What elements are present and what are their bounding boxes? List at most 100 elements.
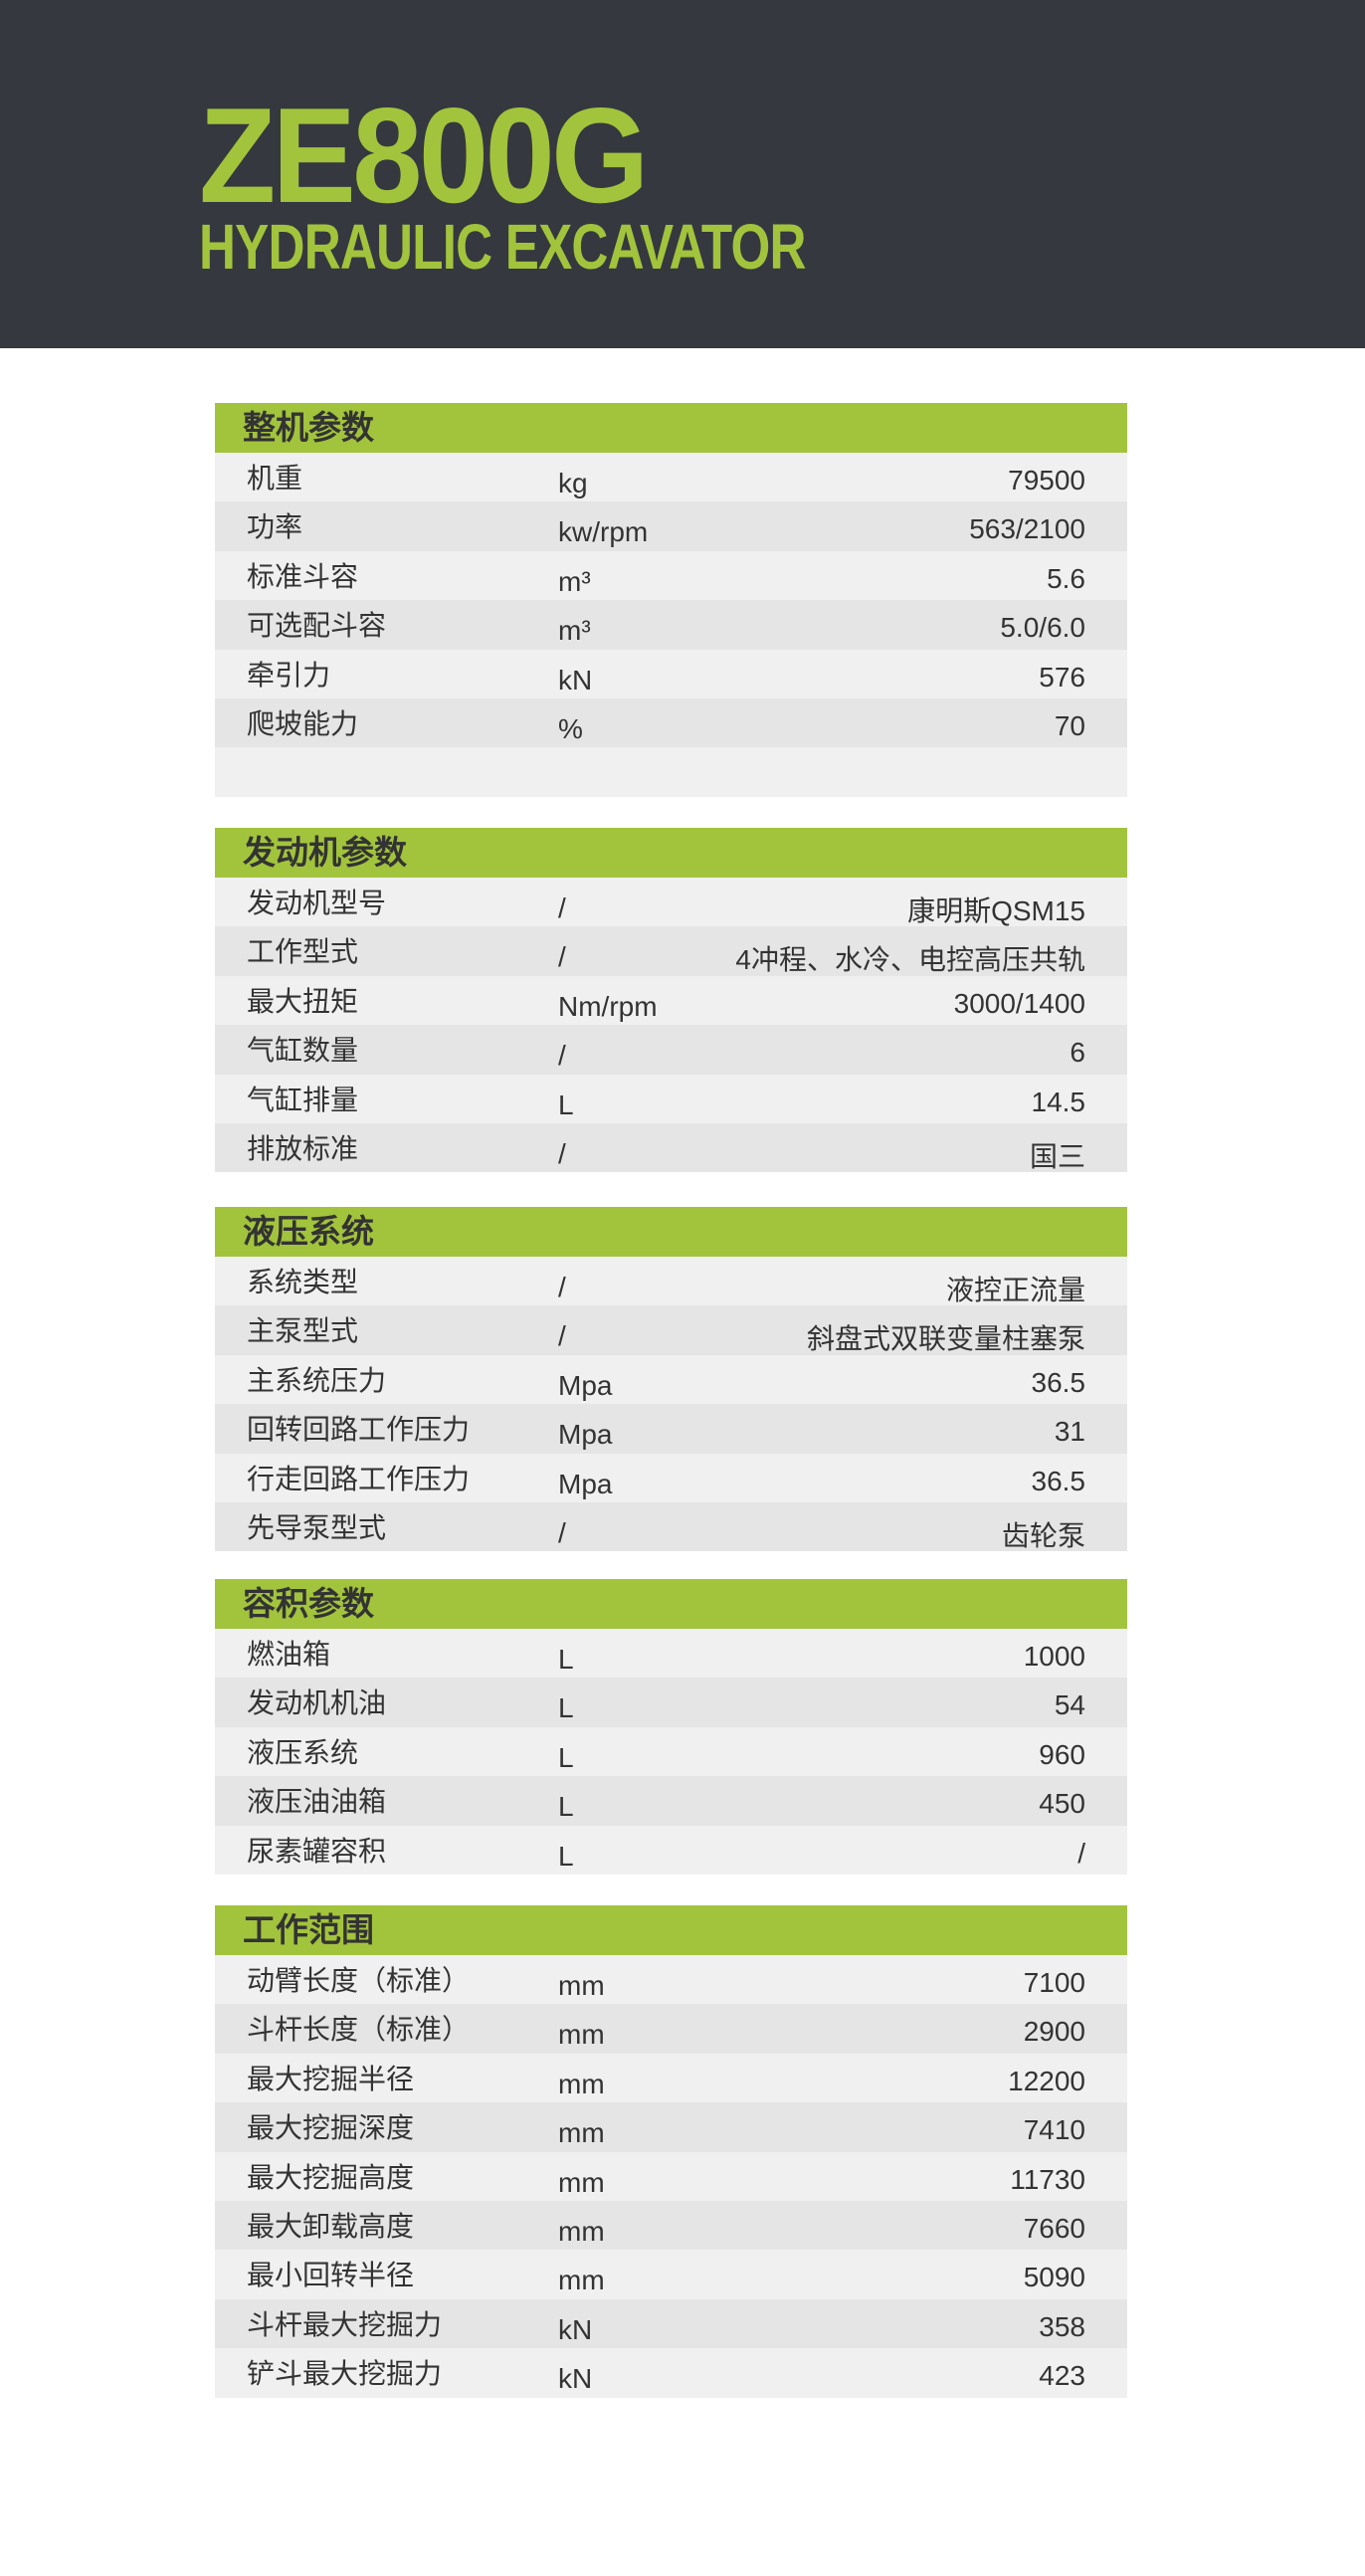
spec-unit: / [558,941,566,973]
spec-value: 960 [1039,1738,1085,1770]
spec-value: 563/2100 [969,513,1085,545]
spec-label: 斗杆长度（标准） [247,2014,471,2046]
table-row: 工作型式 / 4冲程、水冷、电控高压共轨 [215,926,1127,976]
spec-table: 动臂长度（标准） mm 7100 斗杆长度（标准） mm 2900 最大挖掘半径 mm 1220… [215,1955,1127,2398]
spec-label: 最大挖掘半径 [247,2063,415,2094]
spec-label: 牵引力 [247,659,331,691]
spec-label: 系统类型 [247,1267,359,1297]
table-row: 爬坡能力% 70 [215,697,1127,748]
spec-unit: L [558,1791,574,1823]
table-row: 尿素罐容积 L / [215,1825,1127,1875]
spec-section-engine: 发动机参数 发动机型号 / 康明斯QSM15 工作型式 / 4冲程、水冷、电控高压共轨 最大扭… [215,828,1127,1173]
table-row: 最小回转半径 mm 5090 [215,2250,1127,2299]
spec-label: 气缸排量 [247,1084,359,1115]
table-row: 主系统压力 Mpa 36.5 [215,1354,1127,1405]
section-title: 整机参数 [215,403,1127,453]
model-name: ZE800G [199,80,649,231]
spec-label: 主系统压力 [247,1364,387,1396]
spec-unit: kg [558,468,588,498]
table-row: 牵引力 kN 576 [215,649,1127,698]
spec-unit: / [558,892,566,923]
section-title: 液压系统 [215,1207,1127,1257]
spec-table: 系统类型 / 液控正流量 主泵型式 / 斜盘式双联变量柱塞泵 主系统压力 Mpa 36.5 回转回… [215,1257,1127,1552]
spec-unit: / [558,1320,566,1352]
table-row: 燃油箱 L 1000 [215,1629,1127,1679]
spec-value: 1000 [1023,1641,1085,1672]
table-row: 液压油油箱 L 450 [215,1776,1127,1826]
spec-unit: mm [558,2117,605,2149]
spec-label: 发动机机油 [247,1687,387,1719]
table-row: 气缸数量 / 6 [215,1025,1127,1075]
table-row: 最大挖掘半径 mm 12200 [215,2053,1127,2103]
spec-unit: / [558,1040,566,1072]
spec-value: 54 [1054,1689,1085,1721]
section-title: 发动机参数 [215,828,1127,878]
section-title: 容积参数 [215,1579,1127,1629]
spec-value: 5.0/6.0 [1000,612,1085,644]
spec-label: 发动机型号 [247,888,387,918]
spec-label: 主泵型式 [247,1315,359,1347]
spec-unit: mm [558,2019,605,2051]
spec-value: 3000/1400 [953,987,1085,1019]
spec-unit: mm [558,2265,605,2296]
spec-value: 7410 [1023,2114,1085,2146]
table-row: 功率 kw/rpm 563/2100 [215,501,1127,551]
table-row: 气缸排量 L 14.5 [215,1074,1127,1123]
table-row: 发动机机油 L 54 [215,1678,1127,1727]
spec-unit: L [558,1644,574,1675]
spec-value: 5090 [1023,2262,1085,2293]
spec-unit: Nm/rpm [558,990,658,1022]
spec-label: 工作型式 [247,936,359,968]
spec-label: 液压油油箱 [247,1786,387,1818]
spec-label: 最大扭矩 [247,985,359,1017]
spec-label: 回转回路工作压力 [247,1414,471,1446]
table-row: 行走回路工作压力 Mpa 36.5 [215,1453,1127,1502]
spec-section-working-range: 工作范围 动臂长度（标准） mm 7100 斗杆长度（标准） mm 2900 最大挖掘半径 mm… [215,1905,1127,2398]
spec-value: 11730 [1010,2163,1085,2195]
spec-label: 燃油箱 [247,1639,331,1670]
spec-table: 燃油箱 L 1000 发动机机油 L 54 液压系统 L 960 液压油油箱 L 450 尿素罐容积 L / [215,1629,1127,1875]
table-row: 发动机型号 / 康明斯QSM15 [215,878,1127,927]
spec-value: 576 [1039,661,1085,693]
spec-unit: kN [558,2363,593,2395]
spec-label: 爬坡能力 [247,707,359,739]
spec-label: 功率 [247,511,303,543]
table-row: 先导泵型式 / 齿轮泵 [215,1501,1127,1552]
spec-value: 国三 [1029,1140,1085,1172]
table-row: 最大卸载高度 mm 7660 [215,2200,1127,2251]
spec-value: 齿轮泵 [1001,1519,1085,1551]
spec-value: 5.6 [1047,562,1085,594]
spec-unit: mm [558,1970,605,2001]
spec-value: 70 [1054,709,1085,741]
spec-label: 最大挖掘高度 [247,2161,415,2193]
spec-value: 423 [1039,2360,1085,2392]
spec-unit: L [558,1741,574,1773]
table-row: 最大挖掘高度 mm 11730 [215,2151,1127,2201]
spec-label: 机重 [247,463,303,494]
table-row: 最大挖掘深度 mm 7410 [215,2102,1127,2152]
spec-value: 12200 [1008,2065,1085,2096]
table-row: 回转回路工作压力 Mpa 31 [215,1404,1127,1454]
spec-value: 31 [1054,1416,1085,1448]
spec-table: 发动机型号 / 康明斯QSM15 工作型式 / 4冲程、水冷、电控高压共轨 最大扭矩 Nm/r… [215,878,1127,1173]
spec-unit: Mpa [558,1419,613,1451]
table-row: 系统类型 / 液控正流量 [215,1257,1127,1306]
spec-label: 铲斗最大挖掘力 [247,2358,443,2390]
spec-value: 康明斯QSM15 [907,895,1085,926]
spec-unit: % [558,712,583,744]
spec-value: 斜盘式双联变量柱塞泵 [806,1323,1085,1355]
spec-label: 排放标准 [247,1132,359,1164]
spec-value: 6 [1070,1037,1085,1069]
spec-label: 最大挖掘深度 [247,2112,415,2144]
spec-unit: / [558,1516,566,1548]
spec-value: / [1077,1837,1085,1869]
table-row: 标准斗容 m³ 5.6 [215,550,1127,601]
spec-unit: m³ [558,565,591,597]
spec-value: 79500 [1008,465,1085,495]
table-row: 液压系统 L 960 [215,1726,1127,1777]
spec-unit: kN [558,664,593,695]
table-row: 动臂长度（标准） mm 7100 [215,1955,1127,2005]
table-row: 排放标准 / 国三 [215,1122,1127,1173]
spec-value: 液控正流量 [945,1275,1085,1305]
spec-unit: L [558,1692,574,1724]
